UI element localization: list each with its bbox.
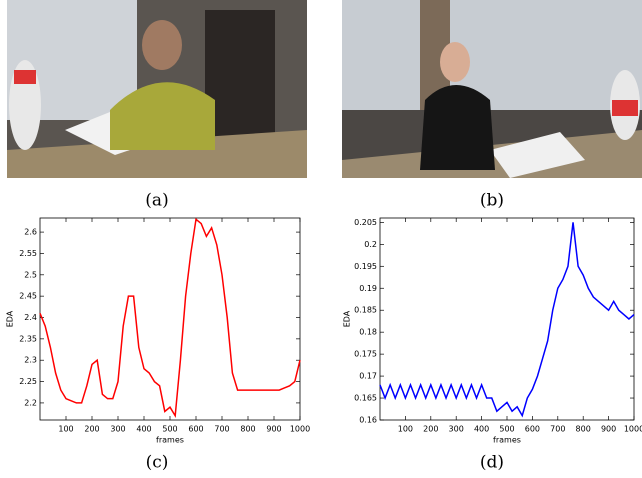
x-tick-label: 1000 [290, 425, 310, 434]
x-tick-label: 900 [601, 425, 616, 434]
y-tick-label: 0.17 [359, 372, 377, 381]
y-tick-label: 0.18 [359, 328, 377, 337]
y-tick-label: 0.19 [359, 284, 377, 293]
x-tick-label: 300 [110, 425, 125, 434]
x-tick-label: 700 [550, 425, 565, 434]
x-tick-label: 100 [58, 425, 73, 434]
caption: (b) [480, 191, 504, 211]
x-tick-label: 300 [449, 425, 464, 434]
y-tick-label: 2.35 [19, 334, 37, 343]
y-tick-label: 0.165 [354, 394, 377, 403]
data-line [379, 222, 635, 418]
photo-b [342, 0, 642, 178]
x-tick-label: 600 [525, 425, 540, 434]
x-tick-label: 1000 [624, 425, 642, 434]
y-tick-label: 0.195 [354, 262, 377, 271]
y-tick-label: 2.4 [24, 313, 37, 322]
x-tick-label: 100 [398, 425, 413, 434]
y-tick-label: 0.175 [354, 350, 377, 359]
y-tick-label: 0.185 [354, 306, 377, 315]
y-tick-label: 0.2 [364, 240, 377, 249]
y-axis-label: EDA [6, 310, 15, 327]
y-tick-label: 0.16 [359, 416, 377, 425]
x-tick-label: 600 [188, 425, 203, 434]
x-tick-label: 200 [84, 425, 99, 434]
x-axis-label: frames [156, 436, 184, 445]
x-axis-label: frames [493, 436, 521, 445]
caption: (d) [480, 453, 504, 473]
x-tick-label: 500 [162, 425, 177, 434]
y-tick-label: 2.45 [19, 292, 37, 301]
caption: (c) [146, 453, 169, 473]
y-tick-label: 2.2 [24, 398, 37, 407]
x-tick-label: 400 [474, 425, 489, 434]
x-tick-label: 800 [576, 425, 591, 434]
y-tick-label: 2.6 [24, 228, 37, 237]
y-tick-label: 0.205 [354, 218, 377, 227]
x-tick-label: 800 [240, 425, 255, 434]
y-tick-label: 2.25 [19, 377, 37, 386]
y-tick-label: 2.3 [24, 356, 37, 365]
x-tick-label: 700 [214, 425, 229, 434]
x-tick-label: 400 [136, 425, 151, 434]
x-tick-label: 900 [266, 425, 281, 434]
caption: (a) [145, 191, 168, 211]
y-axis-label: EDA [343, 310, 352, 327]
y-tick-label: 2.55 [19, 249, 37, 258]
photo-a [7, 0, 307, 178]
data-line [39, 217, 301, 419]
x-tick-label: 200 [423, 425, 438, 434]
x-tick-label: 500 [499, 425, 514, 434]
y-tick-label: 2.5 [24, 270, 37, 279]
